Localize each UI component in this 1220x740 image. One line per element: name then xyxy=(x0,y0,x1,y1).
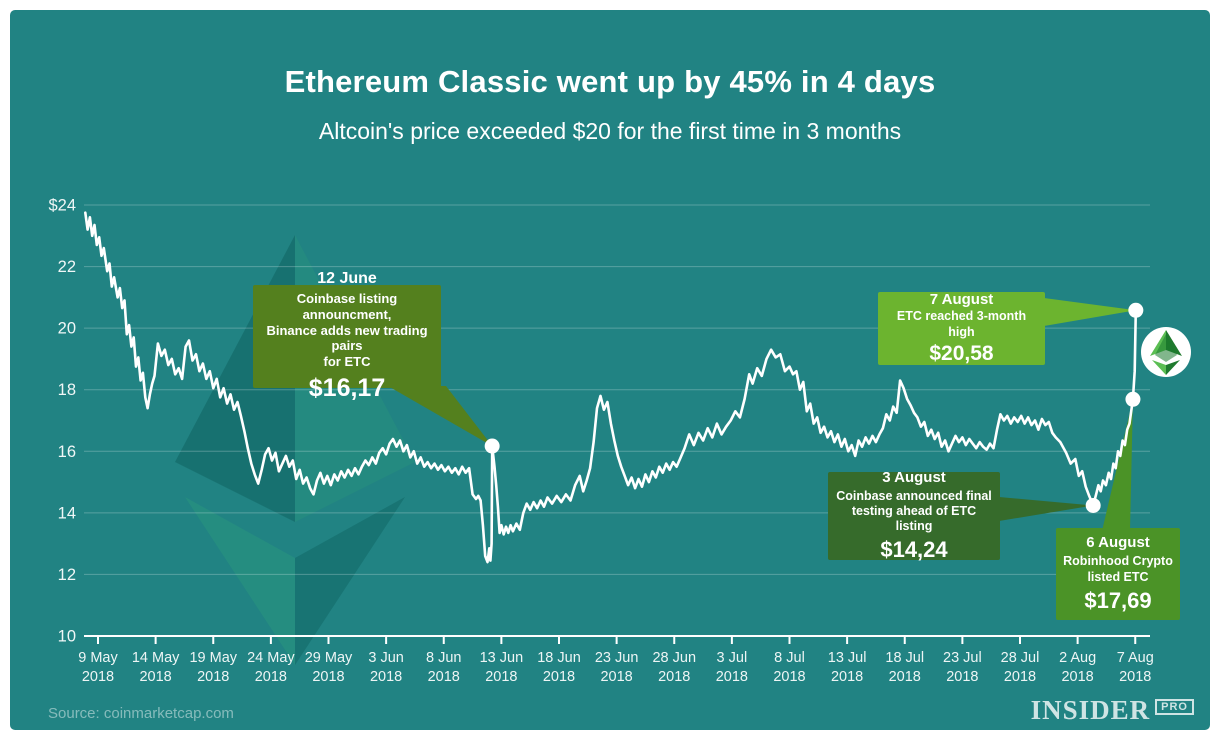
etc-logo-facet xyxy=(1152,360,1166,375)
price-line xyxy=(84,211,1138,564)
x-axis-label-year: 2018 xyxy=(831,669,863,685)
x-axis-label: 14 May xyxy=(132,650,180,666)
x-axis-label: 29 May xyxy=(305,650,353,666)
x-axis-label: 2 Aug xyxy=(1059,650,1096,666)
x-axis-label-year: 2018 xyxy=(1004,669,1036,685)
callout-price: $16,17 xyxy=(308,374,386,403)
x-axis-label-year: 2018 xyxy=(428,669,460,685)
callout-date: 6 August xyxy=(1086,534,1150,552)
y-axis-label: $24 xyxy=(48,197,76,215)
x-axis-label-year: 2018 xyxy=(82,669,114,685)
insider-pro-logo: INSIDER PRO xyxy=(1031,695,1194,726)
marker-dot xyxy=(484,438,500,454)
x-axis-label: 28 Jul xyxy=(1001,650,1040,666)
callout-6-august: 6 August Robinhood Crypto listed ETC $17… xyxy=(1056,528,1180,620)
callout-date: 3 August xyxy=(882,468,946,486)
x-axis-label: 23 Jul xyxy=(943,650,982,666)
marker-dot xyxy=(1085,497,1101,513)
y-axis-label: 20 xyxy=(58,320,76,338)
x-axis-label-year: 2018 xyxy=(485,669,517,685)
x-axis-label: 23 Jun xyxy=(595,650,639,666)
callout-date: 12 June xyxy=(317,269,377,287)
x-axis-label-year: 2018 xyxy=(889,669,921,685)
y-axis-label: 10 xyxy=(58,628,76,646)
callout-text: Coinbase listing announcment, Binance ad… xyxy=(266,290,428,370)
etc-logo-facet xyxy=(1166,360,1180,375)
etc-logo-facet xyxy=(1155,334,1177,362)
x-axis-label-year: 2018 xyxy=(139,669,171,685)
x-axis-label: 24 May xyxy=(247,650,295,666)
callout-text: Robinhood Crypto listed ETC xyxy=(1063,554,1173,584)
brand-text: INSIDER xyxy=(1030,695,1151,725)
etc-coin-badge xyxy=(1141,327,1191,377)
brand-pro-badge: PRO xyxy=(1155,699,1194,715)
callout-price: $20,58 xyxy=(929,341,994,365)
x-axis-label: 8 Jul xyxy=(774,650,805,666)
page-subtitle: Altcoin's price exceeded $20 for the fir… xyxy=(318,118,902,144)
x-axis-label-year: 2018 xyxy=(773,669,805,685)
x-axis-label-year: 2018 xyxy=(255,669,287,685)
x-axis-label-year: 2018 xyxy=(600,669,632,685)
x-axis-label-year: 2018 xyxy=(946,669,978,685)
x-axis-label: 18 Jul xyxy=(885,650,924,666)
x-axis-label-year: 2018 xyxy=(1119,669,1151,685)
x-axis-label: 28 Jun xyxy=(652,650,696,666)
callout-text: Coinbase announced final testing ahead o… xyxy=(836,488,992,534)
callout-pointer-6-august xyxy=(1102,399,1133,531)
x-axis-label-year: 2018 xyxy=(197,669,229,685)
x-axis-label: 7 Aug xyxy=(1117,650,1154,666)
callout-pointer-3-august xyxy=(999,497,1094,521)
x-axis-label: 8 Jun xyxy=(426,650,461,666)
watermark-facet xyxy=(295,497,405,665)
callout-price: $14,24 xyxy=(880,537,948,563)
x-axis-label: 19 May xyxy=(189,650,237,666)
y-axis-label: 16 xyxy=(58,443,76,461)
y-axis-label: 18 xyxy=(58,381,76,399)
y-axis-label: 22 xyxy=(58,258,76,276)
x-axis-label: 3 Jun xyxy=(368,650,403,666)
marker-dot xyxy=(1128,302,1144,318)
x-axis-label: 13 Jun xyxy=(480,650,524,666)
x-axis-label: 9 May xyxy=(78,650,118,666)
callout-text: ETC reached 3-month high xyxy=(896,309,1027,339)
callout-pointer-12-june xyxy=(388,386,493,447)
x-axis-label-year: 2018 xyxy=(658,669,690,685)
x-axis-label-year: 2018 xyxy=(716,669,748,685)
x-axis-label: 13 Jul xyxy=(828,650,867,666)
callout-pointer-7-august xyxy=(1044,298,1136,326)
callout-3-august: 3 August Coinbase announced final testin… xyxy=(828,468,1000,563)
x-axis-label-year: 2018 xyxy=(370,669,402,685)
callout-7-august: 7 August ETC reached 3-month high $20,58 xyxy=(878,291,1045,365)
x-axis-label-year: 2018 xyxy=(1061,669,1093,685)
x-axis-label-year: 2018 xyxy=(543,669,575,685)
x-axis-label: 3 Jul xyxy=(717,650,748,666)
callout-price: $17,69 xyxy=(1084,587,1152,613)
marker-dot xyxy=(1125,391,1141,407)
marker-dots xyxy=(484,302,1144,513)
watermark-facet xyxy=(185,497,295,665)
page-title: Ethereum Classic went up by 45% in 4 day… xyxy=(284,64,936,99)
x-axis-label: 18 Jun xyxy=(537,650,581,666)
source-credit: Source: coinmarketcap.com xyxy=(48,705,234,722)
callout-date: 7 August xyxy=(929,291,994,309)
y-axis-label: 14 xyxy=(58,504,76,522)
x-axis-label-year: 2018 xyxy=(312,669,344,685)
y-axis-label: 12 xyxy=(58,566,76,584)
callout-12-june: 12 June Coinbase listing announcment, Bi… xyxy=(253,270,441,402)
x-axis: 9 May 2018 14 May 2018 19 May 2018 24 May 2018 2… xyxy=(78,635,1154,685)
callout-pointers xyxy=(388,298,1136,531)
